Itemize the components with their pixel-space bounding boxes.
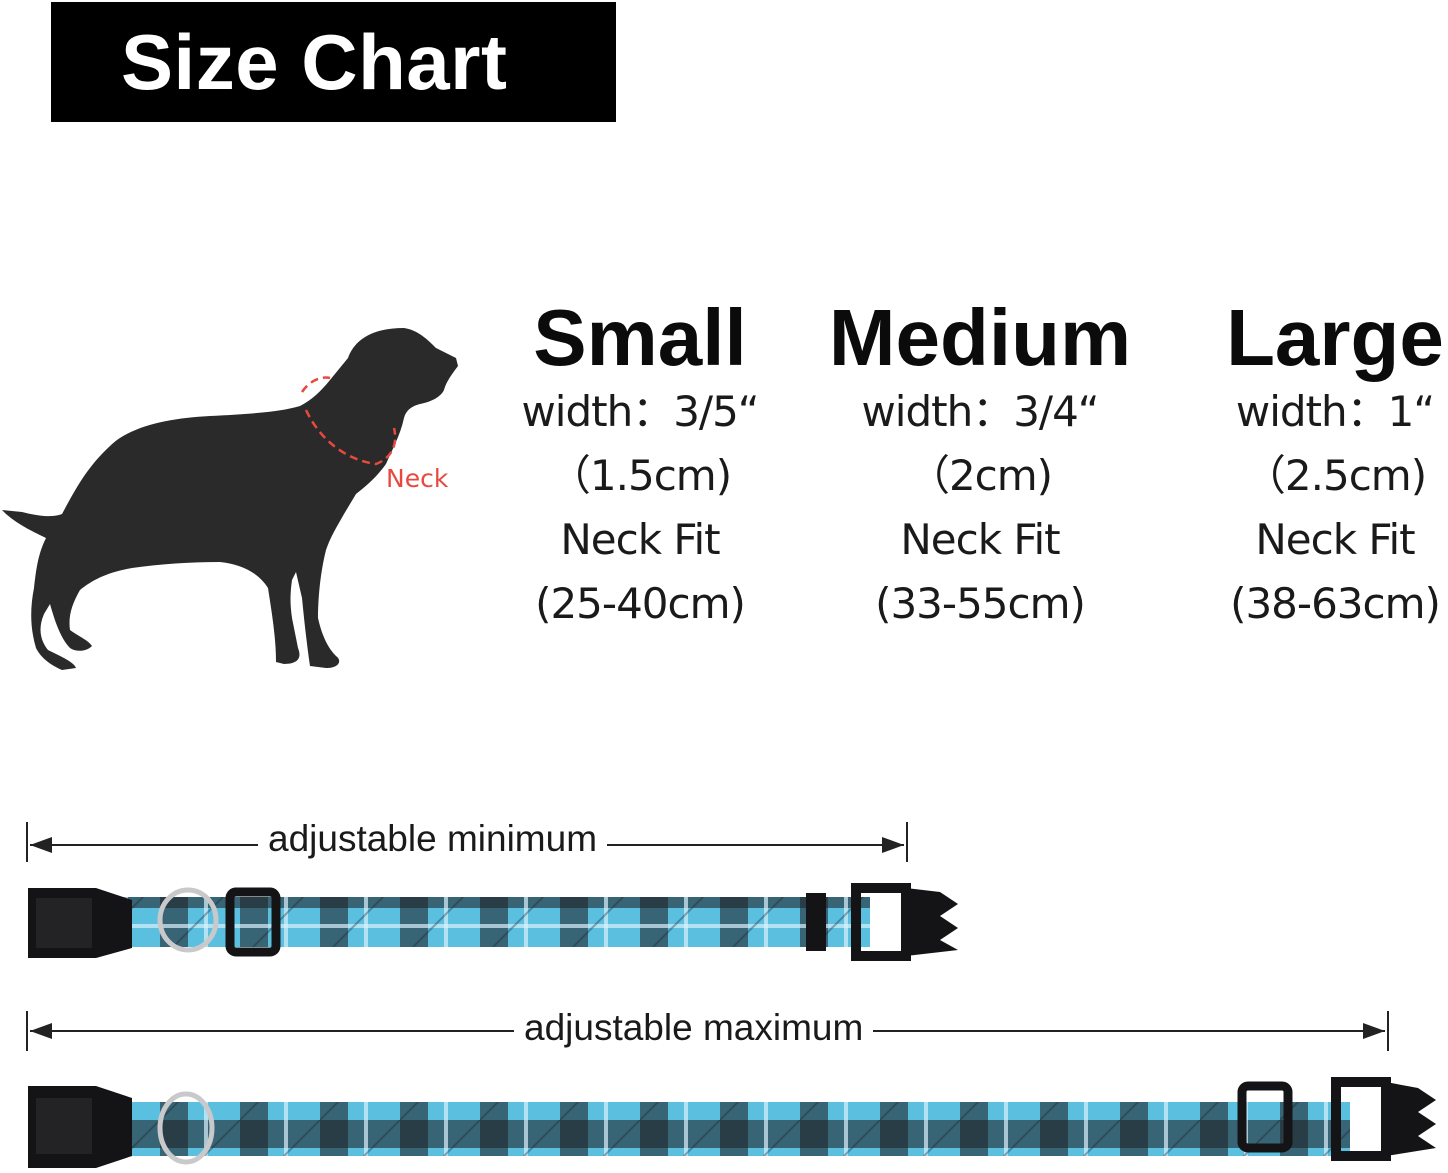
neck-fit-label: Neck Fit — [1255, 515, 1415, 564]
neck-fit-range: (25-40cm) — [535, 579, 746, 628]
size-width: width：1“ — [1235, 387, 1435, 436]
collar-strap — [110, 1102, 1350, 1156]
slider-loop — [1237, 1081, 1293, 1153]
neck-fit-label: Neck Fit — [560, 515, 720, 564]
neck-outline — [300, 376, 397, 466]
size-width-cm: （2.5cm) — [1243, 451, 1427, 500]
adjustable-maximum-label: adjustable maximum — [514, 1007, 874, 1049]
size-width: width：3/4“ — [861, 387, 1099, 436]
buckle-male — [906, 888, 958, 956]
size-width-cm: （2cm) — [907, 451, 1053, 500]
size-width-cm: （1.5cm) — [548, 451, 732, 500]
size-column-large: Large width：1“ （2.5cm) Neck Fit (38-63cm… — [1170, 296, 1448, 636]
adjustable-minimum-label: adjustable minimum — [258, 818, 608, 860]
neck-fit-range: (38-63cm) — [1230, 579, 1441, 628]
size-width: width：3/5“ — [521, 387, 759, 436]
d-ring — [157, 887, 219, 953]
size-name: Small — [533, 293, 747, 382]
neck-label: Neck — [386, 464, 449, 493]
size-column-small: Small width：3/5“ （1.5cm) Neck Fit (25-40… — [475, 296, 805, 636]
buckle-male — [1386, 1082, 1436, 1156]
title-banner: Size Chart — [51, 2, 616, 122]
slider-loop — [225, 887, 281, 957]
keeper-loop — [806, 893, 826, 951]
collar-minimum — [28, 883, 958, 961]
size-name: Medium — [828, 293, 1132, 382]
collar-maximum — [28, 1077, 1436, 1168]
size-name: Large — [1226, 293, 1444, 382]
collar-strap — [110, 897, 870, 947]
dog-silhouette-image — [2, 328, 458, 670]
d-ring — [157, 1091, 215, 1165]
size-column-medium: Medium width：3/4“ （2cm) Neck Fit (33-55c… — [815, 296, 1145, 636]
neck-fit-range: (33-55cm) — [875, 579, 1086, 628]
page-title: Size Chart — [121, 18, 508, 106]
neck-fit-label: Neck Fit — [900, 515, 1060, 564]
